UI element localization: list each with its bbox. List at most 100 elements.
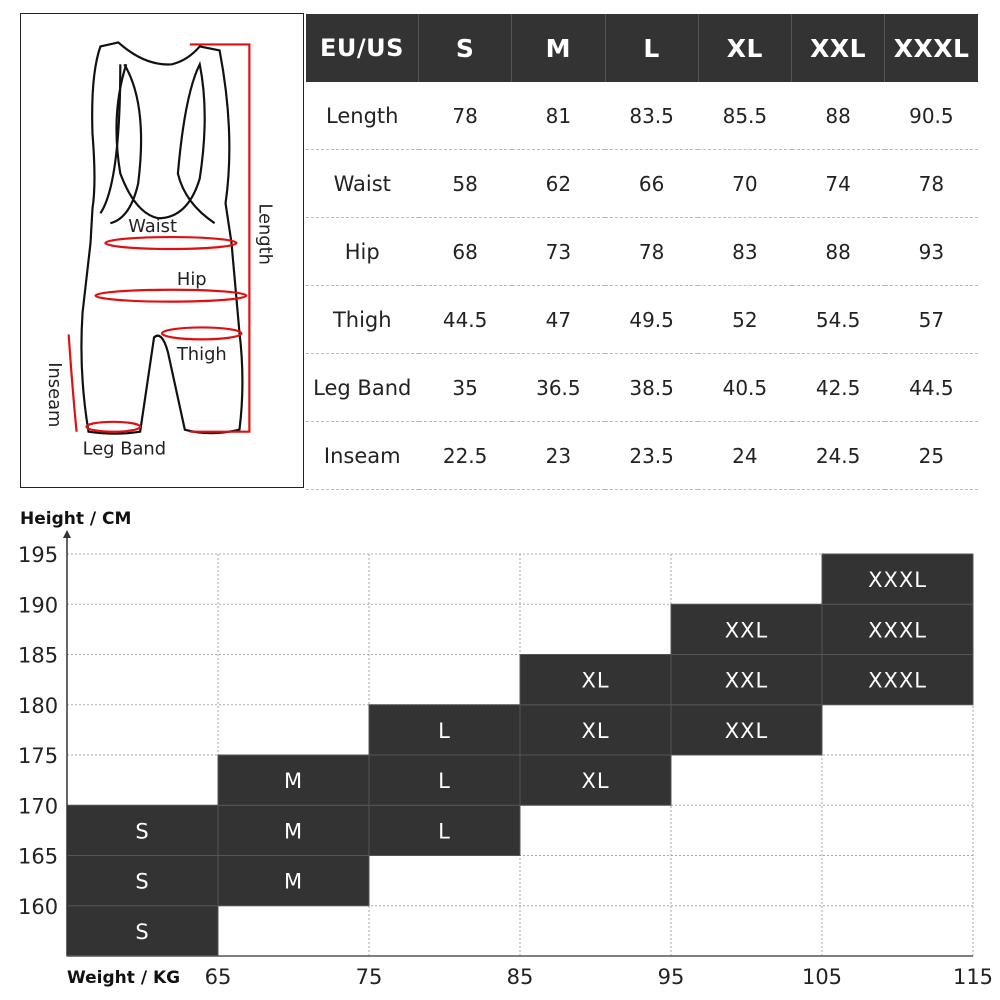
measurement-cell: 49.5 (605, 285, 699, 354)
y-tick-label: 190 (18, 593, 58, 617)
measurement-cell: 22.5 (418, 421, 512, 490)
size-table: EU/US S M L XL XXL XXXL Length 78 81 83.5 85… (306, 14, 978, 490)
x-tick-label: 115 (953, 965, 993, 989)
size-cell (670, 654, 823, 706)
measurement-cell: 83.5 (605, 82, 699, 150)
measurement-cell: 44.5 (418, 285, 512, 354)
measurement-cell: 24 (698, 421, 792, 490)
measurement-cell: 62 (511, 149, 605, 218)
inseam-label: Inseam (44, 362, 65, 427)
size-cell-label: XXXL (868, 568, 927, 592)
length-label: Length (254, 203, 275, 265)
size-cell-label: XXXL (868, 618, 927, 642)
size-recommendation-chart: Height / CM Weight / KG S S S M M M L L L XL XL XL X… (18, 509, 993, 989)
measurement-cell: 90.5 (884, 82, 978, 150)
row-label: Leg Band (306, 353, 419, 422)
y-axis-arrow-icon (63, 530, 71, 538)
size-cell-label: S (135, 870, 149, 894)
header-cell: L (604, 14, 699, 82)
measurement-cell: 83 (698, 217, 792, 286)
row-label: Length (306, 82, 419, 150)
size-cell (66, 804, 219, 856)
measurement-cell: 25 (884, 421, 978, 490)
x-tick-label: 65 (205, 965, 232, 989)
measurement-cell: 35 (418, 353, 512, 422)
size-cell-label: XL (581, 669, 609, 693)
y-axis-label: Height / CM (20, 509, 131, 529)
size-table-row: Hip 68 73 78 83 88 93 (306, 217, 978, 286)
size-table-row: Inseam 22.5 23 23.5 24 24.5 25 (306, 421, 978, 490)
size-cell-label: L (438, 769, 451, 793)
row-label: Thigh (306, 285, 419, 354)
measurement-cell: 88 (791, 217, 885, 286)
size-cell-label: M (284, 870, 303, 894)
thigh-label: Thigh (176, 344, 227, 365)
row-label: Waist (306, 149, 419, 218)
y-tick-label: 180 (18, 694, 58, 718)
size-cell (821, 654, 974, 706)
leg-band-label: Leg Band (83, 439, 166, 460)
header-cell: M (511, 14, 605, 82)
y-tick-label: 185 (18, 644, 58, 668)
header-cell: S (417, 14, 512, 82)
measurement-cell: 78 (884, 149, 978, 218)
measurement-cell: 78 (605, 217, 699, 286)
size-cell-label: XXL (725, 618, 768, 642)
measurement-cell: 74 (791, 149, 885, 218)
measurement-cell: 47 (511, 285, 605, 354)
size-cell-label: M (284, 769, 303, 793)
header-cell: XL (697, 14, 792, 82)
measurement-cell: 38.5 (605, 353, 699, 422)
x-axis-label: Weight / KG (67, 968, 180, 988)
measurement-cell: 93 (884, 217, 978, 286)
y-tick-label: 160 (18, 895, 58, 919)
size-cell (670, 704, 823, 756)
header-cell: EU/US (306, 14, 419, 82)
y-tick-label: 170 (18, 794, 58, 818)
size-cell (670, 603, 823, 655)
size-cell (821, 603, 974, 655)
measurement-cell: 23.5 (605, 421, 699, 490)
size-cell-label: XL (581, 769, 609, 793)
size-cell (519, 654, 672, 706)
size-table-row: Leg Band 35 36.5 38.5 40.5 42.5 44.5 (306, 353, 978, 422)
measurement-cell: 78 (418, 82, 512, 150)
x-tick-label: 75 (356, 965, 383, 989)
measurement-cell: 24.5 (791, 421, 885, 490)
measurement-cell: 52 (698, 285, 792, 354)
header-cell: XXXL (884, 14, 978, 82)
y-tick-label: 195 (18, 543, 58, 567)
size-cell-label: XL (581, 719, 609, 743)
row-label: Inseam (306, 421, 419, 490)
size-table-header: EU/US S M L XL XXL XXXL (306, 14, 978, 82)
size-cell-label: L (438, 719, 451, 743)
x-tick-label: 85 (507, 965, 534, 989)
y-tick-label: 175 (18, 744, 58, 768)
measurement-cell: 54.5 (791, 285, 885, 354)
size-cell (821, 553, 974, 605)
measurement-cell: 66 (605, 149, 699, 218)
size-table-row: Thigh 44.5 47 49.5 52 54.5 57 (306, 285, 978, 354)
measurement-cell: 44.5 (884, 353, 978, 422)
measurement-cell: 40.5 (698, 353, 792, 422)
x-tick-label: 105 (802, 965, 842, 989)
row-label: Hip (306, 217, 419, 286)
measurement-cell: 88 (791, 82, 885, 150)
x-tick-label: 95 (658, 965, 685, 989)
size-cell-label: XXL (725, 719, 768, 743)
measurement-cell: 70 (698, 149, 792, 218)
measurement-cell: 58 (418, 149, 512, 218)
header-cell: XXL (790, 14, 885, 82)
bib-shorts-illustration: Waist Hip Thigh Leg Band Length Inseam (20, 13, 304, 488)
size-cell-label: XXL (725, 669, 768, 693)
size-cell (217, 754, 370, 806)
size-cell-label: L (438, 819, 451, 843)
size-cell-label: XXXL (868, 669, 927, 693)
size-table-row: Waist 58 62 66 70 74 78 (306, 149, 978, 218)
measurement-cell: 42.5 (791, 353, 885, 422)
size-cell-label: M (284, 819, 303, 843)
size-cell (217, 804, 370, 856)
bib-shorts-drawing: Waist Hip Thigh Leg Band Length Inseam (44, 41, 275, 460)
size-cell (519, 704, 672, 756)
size-cell-label: S (135, 819, 149, 843)
